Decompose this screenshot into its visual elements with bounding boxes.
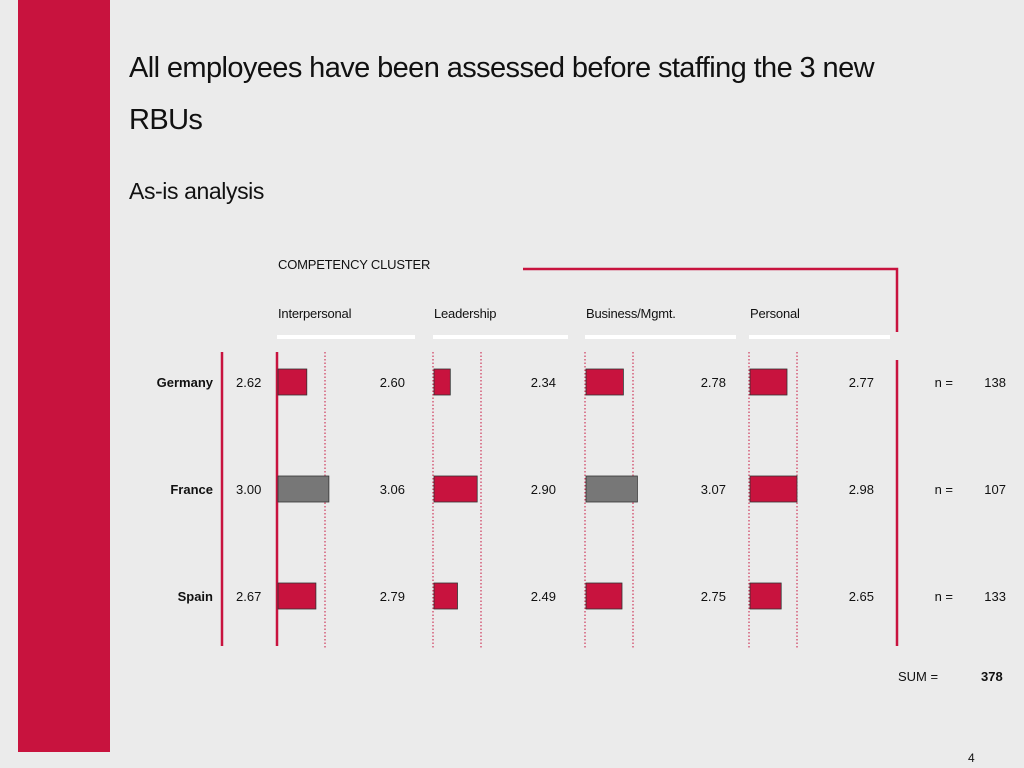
bar-spain-personal (749, 582, 782, 610)
row-average-spain: 2.67 (236, 589, 261, 604)
competency-cluster-label: COMPETENCY CLUSTER (278, 257, 431, 272)
value-label-spain-leadership: 2.49 (531, 589, 556, 604)
category-label-business-mgmt: Business/Mgmt. (586, 306, 676, 321)
bar-spain-business-mgmt (585, 582, 623, 610)
bar-spain-interpersonal (277, 582, 317, 610)
value-label-germany-business-mgmt: 2.78 (701, 375, 726, 390)
sum-value: 378 (981, 669, 1003, 684)
n-label-spain: n = (935, 589, 953, 604)
value-label-france-business-mgmt: 3.07 (701, 482, 726, 497)
value-label-france-leadership: 2.90 (531, 482, 556, 497)
bar-germany-leadership (433, 368, 451, 396)
category-label-leadership: Leadership (434, 306, 497, 321)
value-label-spain-business-mgmt: 2.75 (701, 589, 726, 604)
bar-germany-business-mgmt (585, 368, 624, 396)
page-number: 4 (968, 751, 975, 765)
cluster-bracket (523, 267, 899, 332)
value-label-germany-interpersonal: 2.60 (380, 375, 405, 390)
n-label-germany: n = (935, 375, 953, 390)
value-label-spain-interpersonal: 2.79 (380, 589, 405, 604)
bar-france-interpersonal (277, 475, 330, 503)
n-value-spain: 133 (984, 589, 1006, 604)
n-value-germany: 138 (984, 375, 1006, 390)
value-label-germany-personal: 2.77 (849, 375, 874, 390)
row-label-france: France (170, 482, 213, 497)
row-label-germany: Germany (157, 375, 214, 390)
n-value-france: 107 (984, 482, 1006, 497)
n-label-france: n = (935, 482, 953, 497)
bar-germany-personal (749, 368, 788, 396)
category-label-interpersonal: Interpersonal (278, 306, 352, 321)
value-label-france-personal: 2.98 (849, 482, 874, 497)
bar-germany-interpersonal (277, 368, 308, 396)
category-label-personal: Personal (750, 306, 800, 321)
sum-label: SUM = (898, 669, 939, 684)
value-label-spain-personal: 2.65 (849, 589, 874, 604)
slide-subtitle: As-is analysis (129, 178, 264, 204)
bar-spain-leadership (433, 582, 458, 610)
bar-france-business-mgmt (585, 475, 638, 503)
row-average-france: 3.00 (236, 482, 261, 497)
row-average-germany: 2.62 (236, 375, 261, 390)
value-label-germany-leadership: 2.34 (531, 375, 556, 390)
value-label-france-interpersonal: 3.06 (380, 482, 405, 497)
slide-title: All employees have been assessed before … (129, 52, 875, 136)
row-label-spain: Spain (178, 589, 213, 604)
bar-france-personal (749, 475, 798, 503)
accent-side-bar (18, 0, 110, 752)
bar-france-leadership (433, 475, 478, 503)
